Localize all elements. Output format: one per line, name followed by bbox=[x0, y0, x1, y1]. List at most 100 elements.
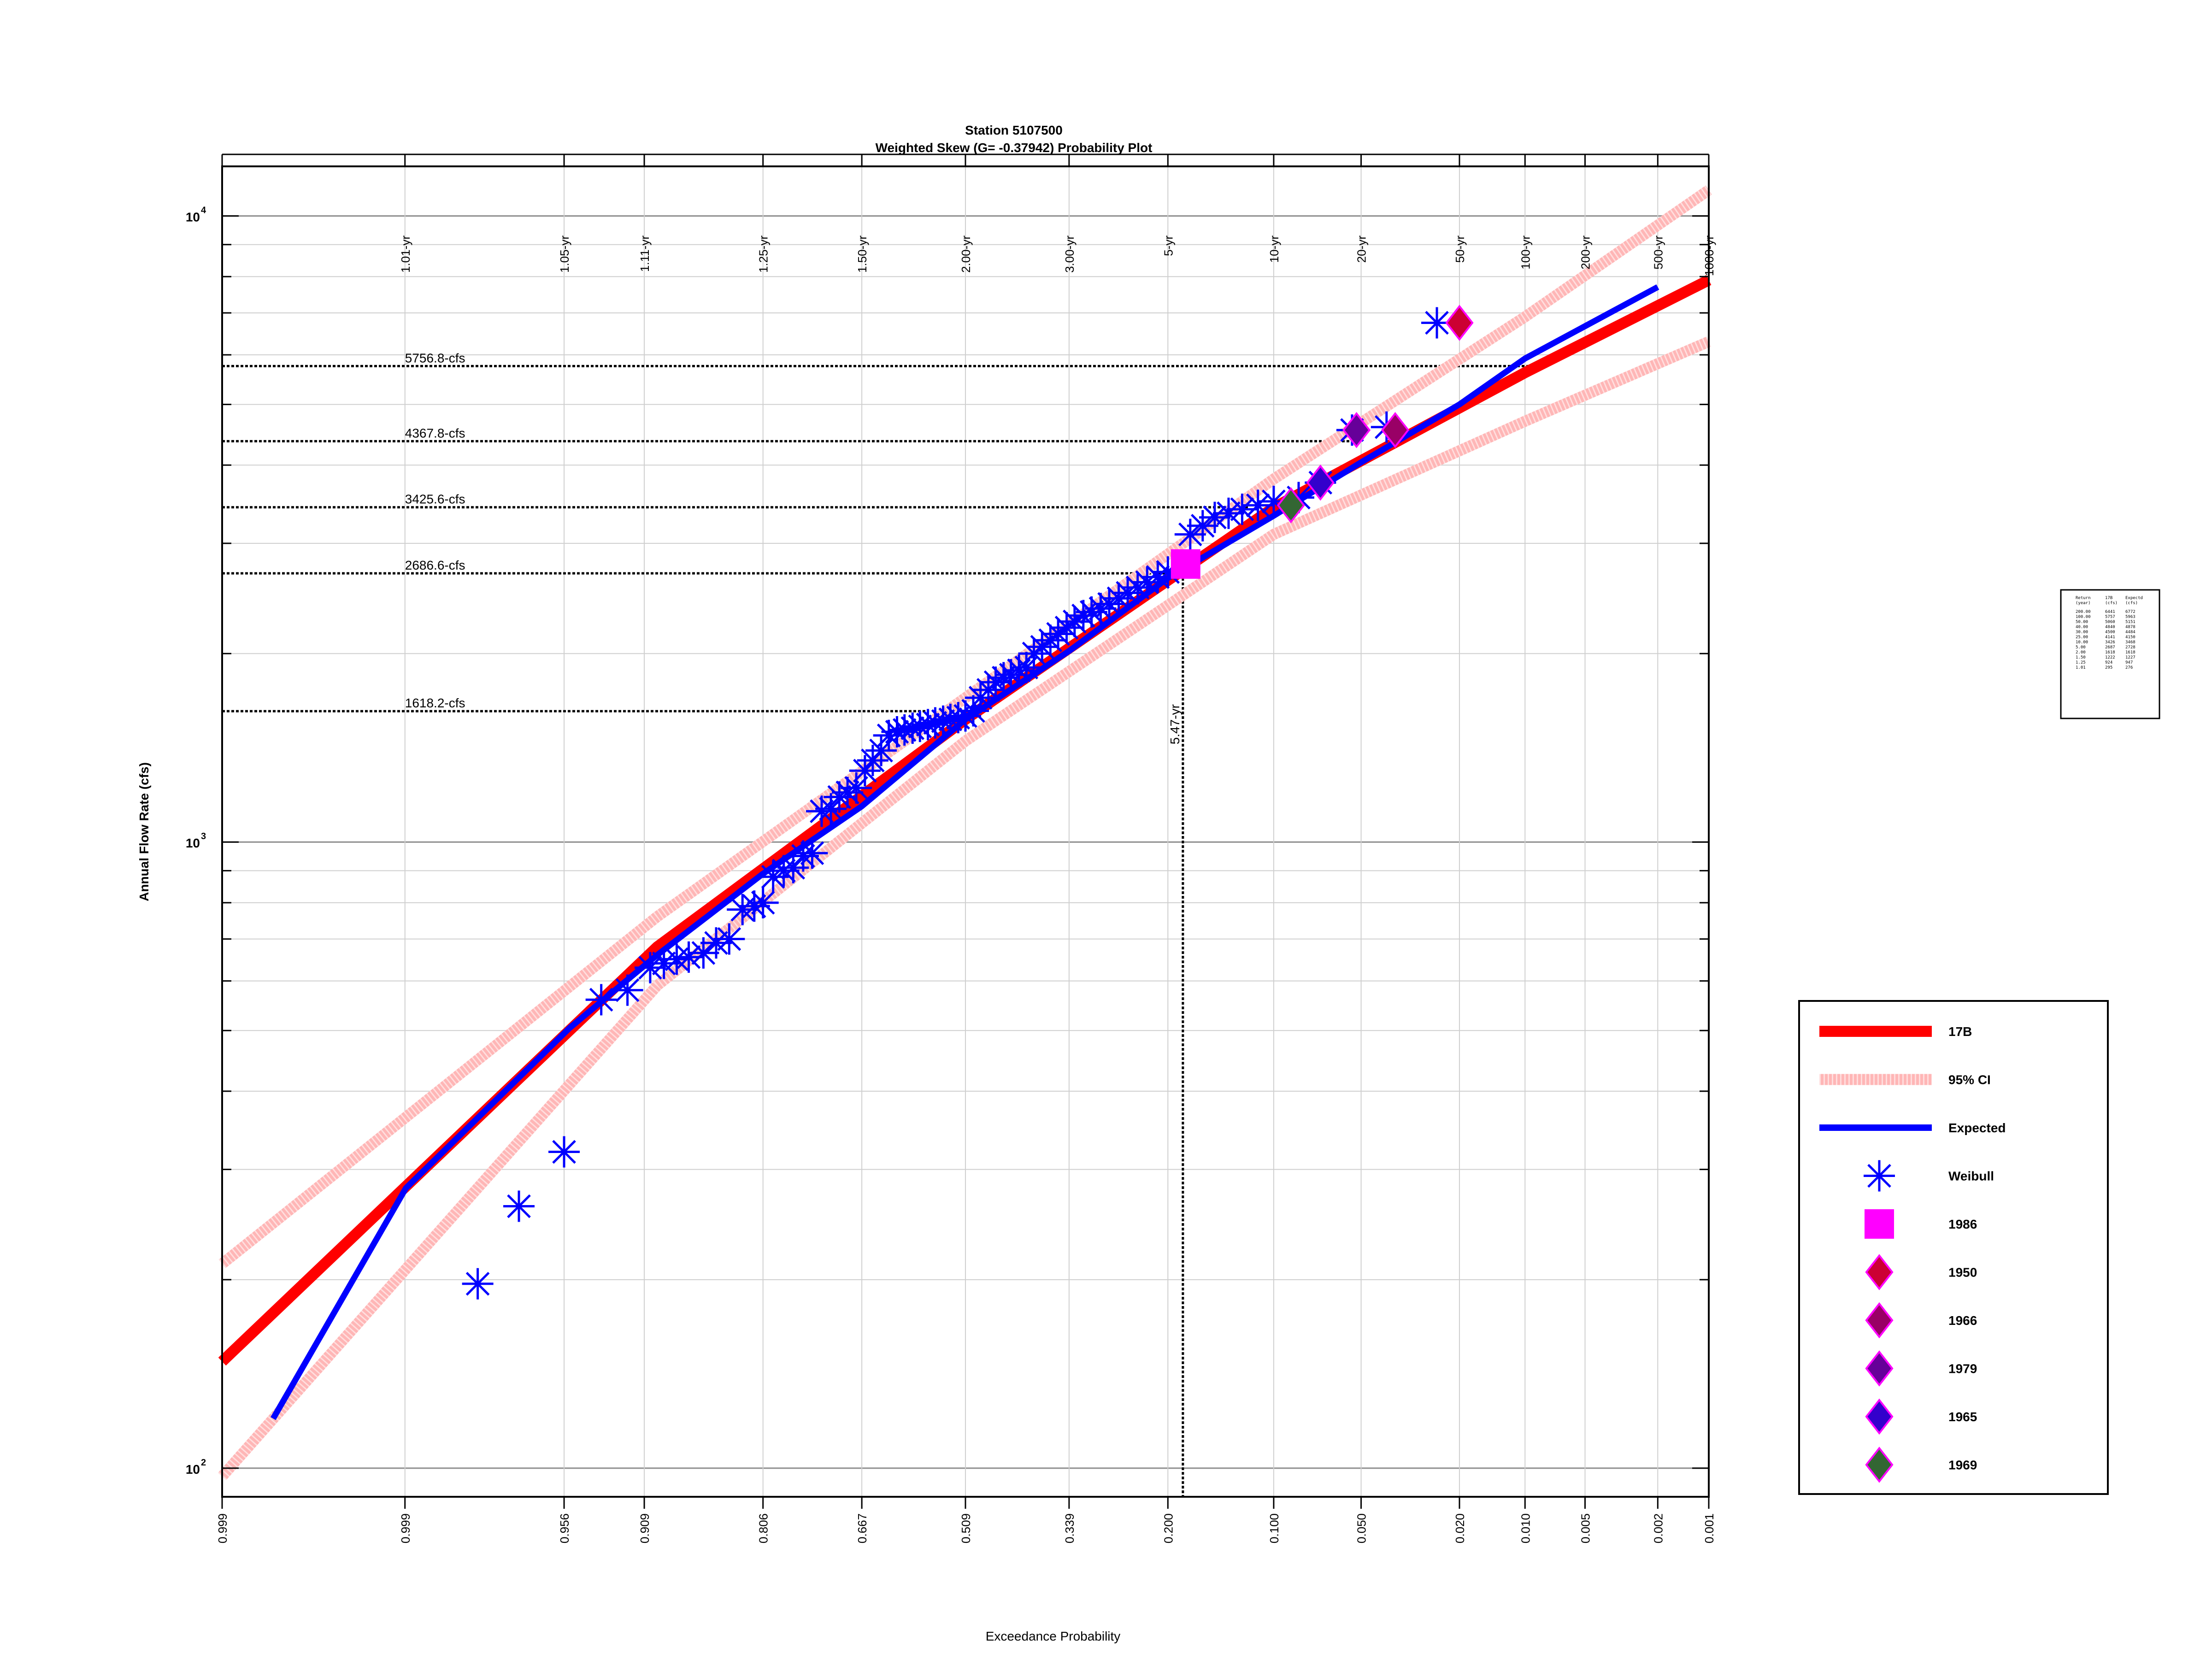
legend-item: 1965 bbox=[1865, 1398, 1977, 1435]
table-cell: 5757 bbox=[2105, 615, 2115, 619]
table-header-cell: Return bbox=[2076, 596, 2091, 600]
legend: 17B 95% CI Expected Weibull 1986 1950 1966 1979… bbox=[1798, 1000, 2109, 1495]
series-line bbox=[271, 284, 1659, 1420]
table-cell: 40.00 bbox=[2076, 625, 2088, 629]
weibull-point bbox=[777, 852, 809, 883]
table-cell: 1618 bbox=[2125, 650, 2136, 655]
weibull-point bbox=[503, 1190, 535, 1222]
asterisk-stroke bbox=[1425, 311, 1449, 335]
reference-line-label: 1618.2-cfs bbox=[405, 696, 465, 710]
asterisk-stroke bbox=[717, 927, 741, 951]
table-cell: 4150 bbox=[2125, 635, 2136, 640]
table-cell: 2687 bbox=[2105, 645, 2115, 650]
return-period-label: 3.00-yr bbox=[1063, 235, 1077, 273]
marker-diamond bbox=[1277, 487, 1305, 524]
x-tick-label: 0.999 bbox=[399, 1513, 412, 1543]
weibull-point bbox=[1085, 593, 1117, 624]
legend-item: 1969 bbox=[1865, 1447, 1977, 1483]
return-period-label: 50-yr bbox=[1453, 235, 1467, 263]
legend-item: 95% CI bbox=[1819, 1073, 1991, 1087]
table-cell: 4141 bbox=[2105, 635, 2115, 640]
weibull-point bbox=[1059, 606, 1090, 637]
legend-item: 1979 bbox=[1865, 1350, 1977, 1387]
table-header-cell: (cfs) bbox=[2125, 601, 2138, 606]
marker-diamond bbox=[1381, 412, 1410, 448]
legend-item: 1986 bbox=[1865, 1209, 1977, 1239]
asterisk-stroke bbox=[615, 978, 640, 1002]
series-group bbox=[218, 185, 1712, 1480]
series-1986 bbox=[1171, 549, 1200, 579]
asterisk-stroke bbox=[771, 859, 796, 883]
table-header-cell: Expectd bbox=[2125, 596, 2143, 600]
table-cell: 1227 bbox=[2125, 655, 2136, 660]
marker-diamond bbox=[1306, 465, 1335, 501]
series-1979 bbox=[1342, 412, 1371, 448]
reference-line-label: 3425.6-cfs bbox=[405, 492, 465, 506]
return-period-label: 200-yr bbox=[1578, 235, 1592, 270]
asterisk-stroke bbox=[691, 941, 716, 965]
legend-label: 1965 bbox=[1948, 1410, 1977, 1424]
legend-label: 1969 bbox=[1948, 1458, 1977, 1472]
weibull-point bbox=[713, 923, 745, 955]
table-cell: 4840 bbox=[2105, 625, 2115, 629]
legend-item: 17B bbox=[1819, 1024, 1972, 1039]
return-period-label: 1.11-yr bbox=[638, 235, 652, 272]
asterisk-stroke bbox=[507, 1194, 531, 1218]
table-header-cell: 17B bbox=[2105, 596, 2112, 600]
table-cell: 6772 bbox=[2125, 610, 2136, 614]
table-header-cell: (year) bbox=[2076, 601, 2091, 606]
weibull-point bbox=[747, 887, 779, 918]
asterisk-stroke bbox=[465, 1271, 490, 1296]
table-cell: 25.00 bbox=[2076, 635, 2088, 640]
legend-item: Weibull bbox=[1864, 1160, 1994, 1192]
legend-label: 1950 bbox=[1948, 1265, 1977, 1280]
return-period-label: 500-yr bbox=[1651, 235, 1665, 270]
weibull-point bbox=[832, 777, 864, 808]
x-tick-label: 0.999 bbox=[216, 1513, 229, 1543]
table-cell: 4484 bbox=[2125, 630, 2136, 635]
table-cell: 6441 bbox=[2105, 610, 2115, 614]
table-cell: 3426 bbox=[2105, 640, 2115, 645]
table-cell: 50.00 bbox=[2076, 620, 2088, 624]
table-cell: 947 bbox=[2125, 660, 2133, 665]
legend-swatch bbox=[1865, 1254, 1894, 1290]
return-period-table: Return 17B Expectd (year) (cfs) (cfs) 200.00 64… bbox=[2060, 589, 2160, 719]
x-axis-label: Exceedance Probability bbox=[986, 1629, 1121, 1643]
legend-swatch bbox=[1865, 1398, 1894, 1435]
table-cell: 2.00 bbox=[2076, 650, 2086, 655]
series-1965 bbox=[1306, 465, 1335, 501]
y-tick-exponent: 3 bbox=[201, 831, 206, 841]
y-tick-label: 10 bbox=[186, 210, 200, 224]
legend-label: 17B bbox=[1948, 1024, 1972, 1039]
series-ci-lower bbox=[218, 336, 1711, 1480]
asterisk-stroke bbox=[781, 856, 806, 880]
asterisk-stroke bbox=[1088, 596, 1113, 621]
table-cell: 1.50 bbox=[2076, 655, 2086, 660]
y-tick-exponent: 4 bbox=[201, 206, 206, 216]
y-tick-exponent: 2 bbox=[201, 1458, 206, 1468]
asterisk-stroke bbox=[742, 894, 766, 918]
series-weibull bbox=[462, 307, 1453, 1300]
asterisk-stroke bbox=[761, 865, 785, 889]
x-tick-label: 0.020 bbox=[1453, 1513, 1467, 1543]
table-cell: 1618 bbox=[2105, 650, 2115, 655]
legend-swatch bbox=[1865, 1350, 1894, 1387]
table-cell: 295 bbox=[2105, 665, 2112, 670]
x-tick-label: 0.509 bbox=[959, 1513, 973, 1543]
weibull-point bbox=[462, 1268, 494, 1300]
weibull-point bbox=[768, 855, 800, 887]
asterisk-stroke bbox=[589, 988, 613, 1012]
asterisk-stroke bbox=[800, 841, 824, 865]
weibull-point bbox=[824, 781, 855, 813]
x-tick-label: 0.956 bbox=[558, 1513, 571, 1543]
table-header-cell: (cfs) bbox=[2105, 601, 2118, 606]
return-period-label: 1.25-yr bbox=[757, 235, 771, 273]
x-tick-label: 0.909 bbox=[638, 1513, 652, 1543]
reference-lines: 5756.8-cfs 4367.8-cfs 3425.6-cfs 2686.6-cfs… bbox=[222, 351, 1540, 1497]
reference-line-label: 2686.6-cfs bbox=[405, 558, 465, 572]
asterisk-stroke bbox=[1203, 505, 1227, 529]
reference-line-label: 5756.8-cfs bbox=[405, 351, 465, 365]
legend-label: 95% CI bbox=[1948, 1073, 1991, 1087]
series-expected bbox=[271, 284, 1659, 1420]
